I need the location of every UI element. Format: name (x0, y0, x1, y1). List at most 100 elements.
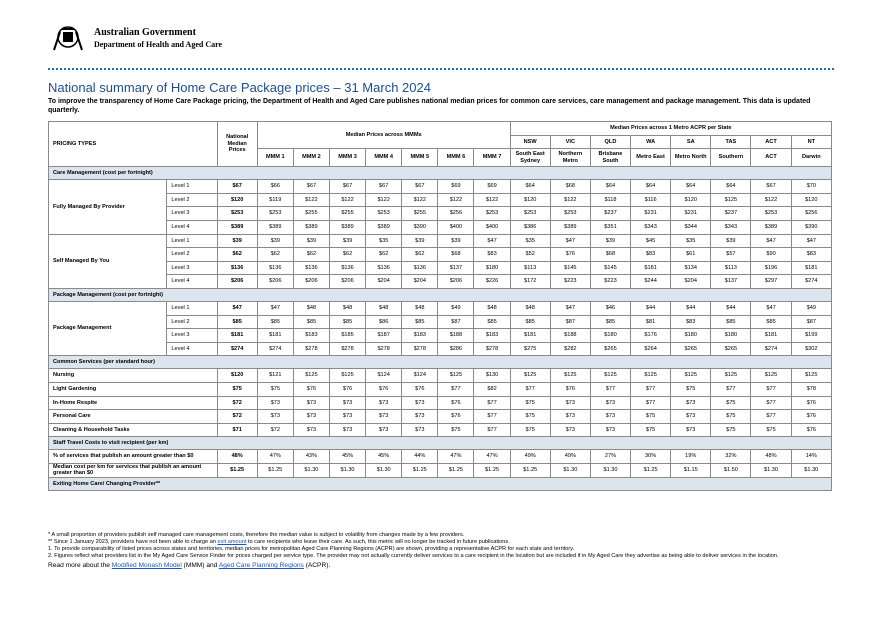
price: $61 (670, 247, 712, 262)
price: 44% (401, 449, 439, 464)
price: $85 (292, 314, 330, 330)
data-row: Level 3 $136 $136 $136 $136 $136 $136 $137 $180 $… (49, 260, 833, 276)
price: $206 (437, 274, 475, 289)
price: $120 (670, 192, 712, 208)
price: $389 (292, 219, 330, 235)
header: Australian Government Department of Healt… (48, 18, 222, 58)
price: $52 (509, 247, 551, 262)
level: Level 4 (166, 274, 218, 289)
price: $124 (401, 368, 439, 383)
header-row: NSW VIC QLD WA SA TAS ACT NT (49, 134, 833, 150)
group-label: Package Management (47, 300, 168, 357)
section-row: Package Management (cost per fortnight) (48, 287, 832, 302)
price: $255 (292, 206, 330, 221)
price: $274 (790, 274, 833, 289)
level: Level 2 (166, 247, 218, 262)
price: $265 (589, 341, 632, 357)
price: 47% (256, 449, 294, 464)
price: $72 (256, 422, 294, 438)
price: $76 (292, 381, 330, 397)
region-head: Northern Metro (549, 148, 591, 168)
price: $122 (549, 192, 591, 208)
price: $204 (401, 274, 439, 289)
read-more: Read more about the Modified Monash Mode… (48, 562, 838, 569)
price: $67 (401, 179, 439, 194)
price: $136 (365, 260, 403, 276)
mmm-head: MMM 6 (437, 148, 475, 168)
price: $122 (292, 192, 330, 208)
price: $1.30 (549, 462, 591, 478)
price: $389 (256, 219, 294, 235)
national-price: $72 (216, 409, 258, 424)
price: $85 (750, 314, 792, 330)
data-row: Level 2 $120 $119 $122 $122 $122 $122 $122 $122 $… (49, 192, 833, 208)
price: $125 (710, 368, 752, 383)
price: $73 (589, 422, 632, 438)
price: $35 (670, 233, 712, 249)
price: $68 (589, 247, 632, 262)
price: $62 (401, 247, 439, 262)
text: 1. To provide comparability of listed pr… (48, 546, 575, 552)
data-row: Nursing $120 $121 $125 $125 $124 $124 $125 $130 $… (48, 368, 833, 383)
region-head: South East Sydney (509, 148, 551, 168)
price: $122 (365, 192, 403, 208)
price: $400 (437, 219, 475, 235)
link[interactable]: exit amount (217, 539, 247, 545)
data-row: Cleaning & Household Tasks $71 $72 $73 $73 $7… (48, 422, 833, 438)
national-price: $120 (216, 368, 258, 383)
price: $130 (473, 368, 511, 383)
service-label: Cleaning & Household Tasks (48, 422, 218, 438)
price: $1.30 (328, 462, 367, 478)
price: $83 (790, 247, 833, 262)
price: $69 (437, 179, 475, 194)
region-head: Southern (710, 148, 752, 168)
price: $73 (589, 395, 632, 411)
price: $136 (328, 260, 367, 276)
section-heading: Care Management (cost per fortnight) (48, 166, 832, 181)
price: $180 (710, 328, 752, 343)
crest (53, 26, 83, 51)
price: $81 (630, 314, 672, 330)
state-head: NT (790, 134, 833, 150)
text: * A small proportion of providers publis… (48, 532, 465, 538)
dept-name: Department of Health and Aged Care (94, 40, 223, 49)
price: $48 (509, 300, 551, 316)
price: $389 (365, 219, 403, 235)
price: $389 (750, 219, 792, 235)
price: $44 (670, 300, 712, 316)
mmm-head: MMM 1 (256, 148, 294, 168)
price: $73 (365, 409, 403, 424)
price: $73 (549, 395, 591, 411)
price: $231 (670, 206, 712, 221)
price: $206 (328, 274, 367, 289)
price: $70 (790, 179, 833, 194)
price: $75 (256, 381, 294, 397)
price: $125 (292, 368, 330, 383)
price: $47 (549, 233, 591, 249)
price: $1.30 (292, 462, 330, 478)
level: Level 3 (166, 206, 218, 221)
price: $48 (292, 300, 330, 316)
national-price: $181 (216, 328, 258, 343)
price: $237 (710, 206, 752, 221)
price: $75 (509, 422, 551, 438)
price: $278 (401, 341, 439, 357)
national-price: $71 (216, 422, 258, 438)
price: $183 (292, 328, 330, 343)
level: Level 2 (166, 314, 218, 330)
price: $125 (630, 368, 672, 383)
price: $256 (790, 206, 833, 221)
price: $181 (630, 260, 672, 276)
link[interactable]: Aged Care Planning Regions (218, 562, 304, 569)
price: $77 (509, 381, 551, 397)
link[interactable]: Modified Monash Model (111, 562, 182, 569)
price: $57 (710, 247, 752, 262)
price: $253 (509, 206, 551, 221)
price: $64 (630, 179, 672, 194)
col-head: PRICING TYPES (48, 120, 218, 168)
price: $64 (710, 179, 752, 194)
price: $231 (630, 206, 672, 221)
price: $125 (509, 368, 551, 383)
price: $75 (710, 409, 752, 424)
price: $67 (365, 179, 403, 194)
